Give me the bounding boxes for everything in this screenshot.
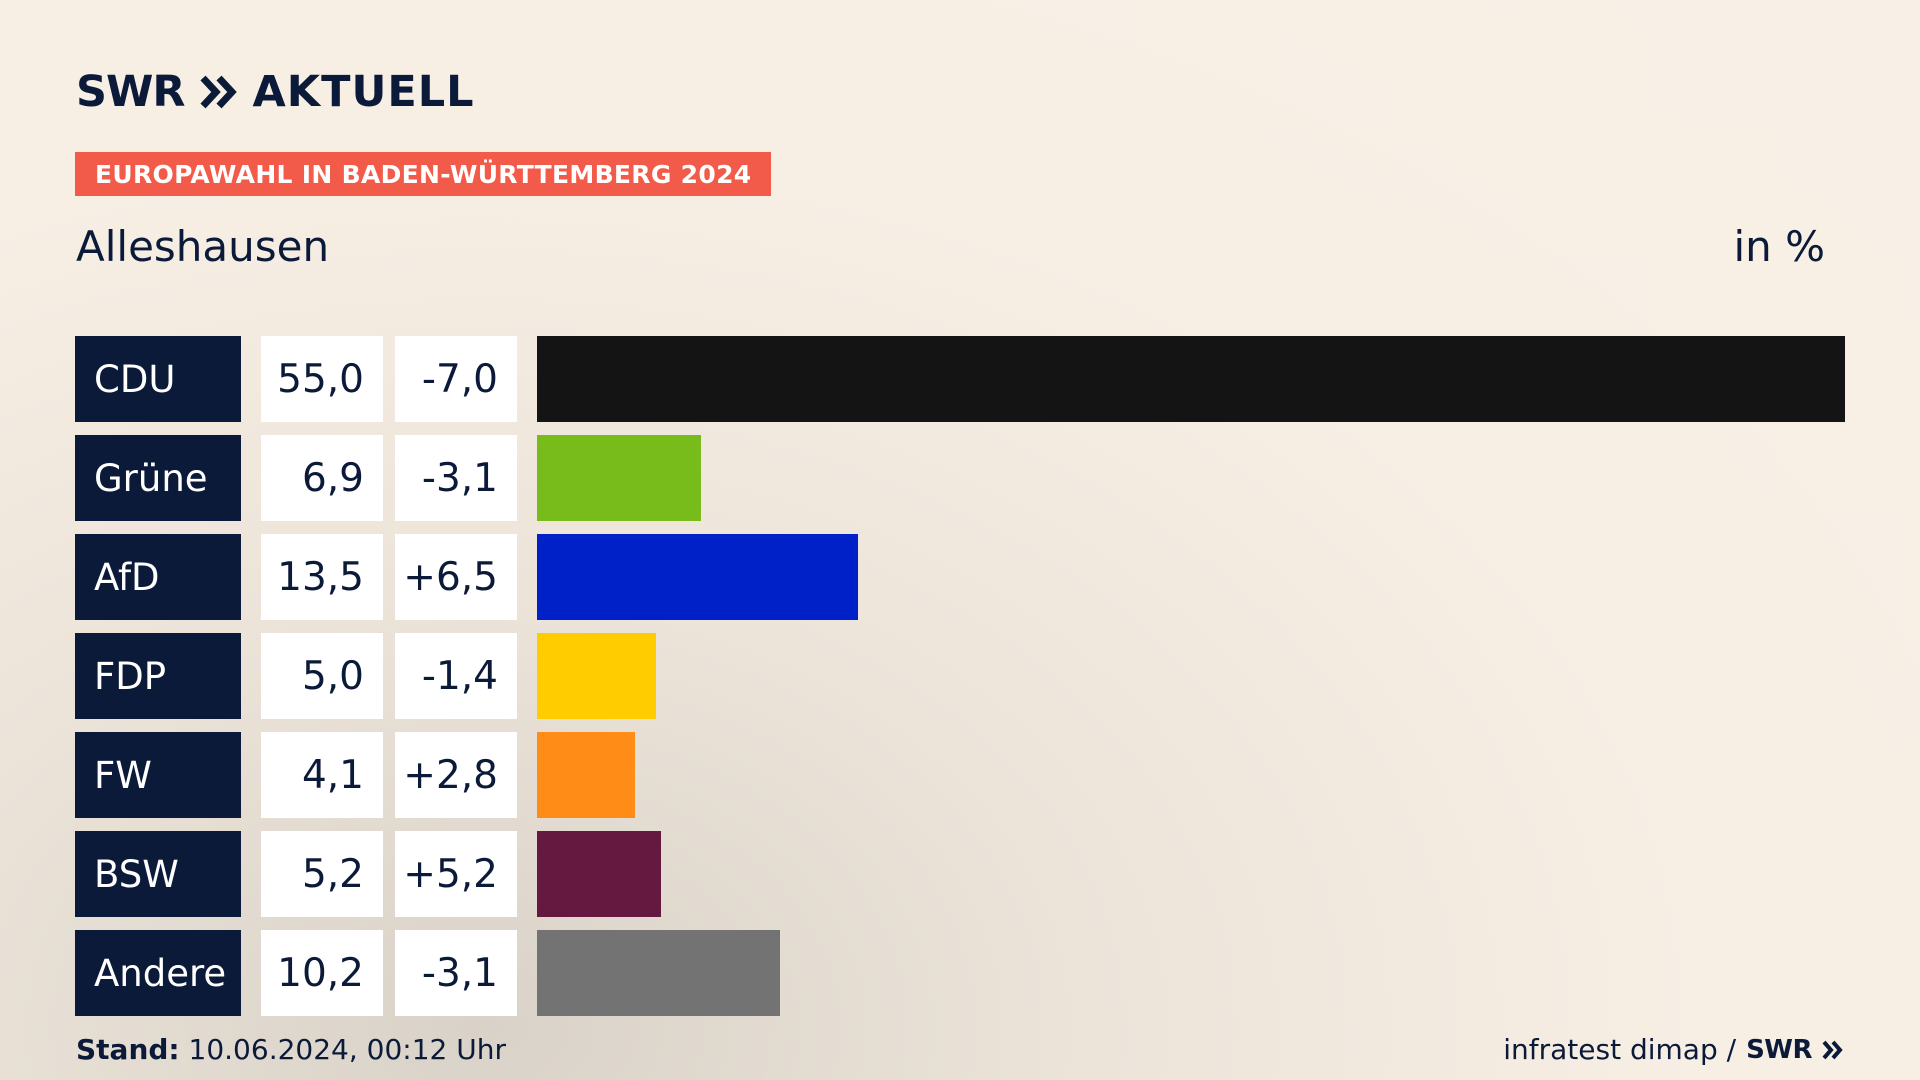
party-row: Andere 10,2 -3,1 — [75, 930, 1845, 1016]
vote-change-label: -1,4 — [395, 633, 517, 719]
party-label: CDU — [75, 336, 241, 422]
vote-change-label: +5,2 — [395, 831, 517, 917]
vote-share-label: 10,2 — [261, 930, 383, 1016]
place-title: Alleshausen — [76, 222, 330, 271]
vote-share-bar — [537, 930, 780, 1016]
vote-change-label: -3,1 — [395, 930, 517, 1016]
party-label: Andere — [75, 930, 241, 1016]
vote-change-label: +6,5 — [395, 534, 517, 620]
party-label: FDP — [75, 633, 241, 719]
footer-double-chevron-icon — [1822, 1040, 1843, 1059]
party-label: AfD — [75, 534, 241, 620]
vote-share-label: 55,0 — [261, 336, 383, 422]
vote-change-label: -7,0 — [395, 336, 517, 422]
party-label: Grüne — [75, 435, 241, 521]
unit-label: in % — [1733, 222, 1825, 271]
double-chevron-icon — [199, 75, 237, 109]
vote-change-label: +2,8 — [395, 732, 517, 818]
party-label: FW — [75, 732, 241, 818]
party-row: Grüne 6,9 -3,1 — [75, 435, 1845, 521]
source-text: infratest dimap / — [1503, 1033, 1737, 1066]
vote-share-label: 6,9 — [261, 435, 383, 521]
party-row: CDU 55,0 -7,0 — [75, 336, 1845, 422]
source-credit: infratest dimap / SWR — [1503, 1033, 1844, 1066]
vote-share-label: 5,0 — [261, 633, 383, 719]
timestamp-value: 10.06.2024, 00:12 Uhr — [188, 1033, 506, 1066]
logo-aktuell-text: AKTUELL — [252, 67, 475, 117]
footer-swr-logo: SWR — [1746, 1034, 1812, 1065]
vote-share-label: 4,1 — [261, 732, 383, 818]
vote-share-bar — [537, 435, 701, 521]
timestamp: Stand: 10.06.2024, 00:12 Uhr — [76, 1033, 506, 1066]
vote-share-bar — [537, 633, 656, 719]
vote-share-bar — [537, 534, 858, 620]
vote-share-label: 5,2 — [261, 831, 383, 917]
timestamp-label: Stand: — [76, 1033, 180, 1066]
party-row: FW 4,1 +2,8 — [75, 732, 1845, 818]
party-row: AfD 13,5 +6,5 — [75, 534, 1845, 620]
swr-aktuell-logo: SWR AKTUELL — [76, 67, 475, 117]
logo-swr-text: SWR — [76, 67, 186, 117]
vote-share-bar — [537, 336, 1845, 422]
party-row: FDP 5,0 -1,4 — [75, 633, 1845, 719]
election-badge: EUROPAWAHL IN BADEN-WÜRTTEMBERG 2024 — [75, 152, 772, 196]
party-label: BSW — [75, 831, 241, 917]
vote-share-label: 13,5 — [261, 534, 383, 620]
vote-change-label: -3,1 — [395, 435, 517, 521]
vote-share-bar — [537, 732, 635, 818]
vote-share-bar — [537, 831, 661, 917]
party-row: BSW 5,2 +5,2 — [75, 831, 1845, 917]
